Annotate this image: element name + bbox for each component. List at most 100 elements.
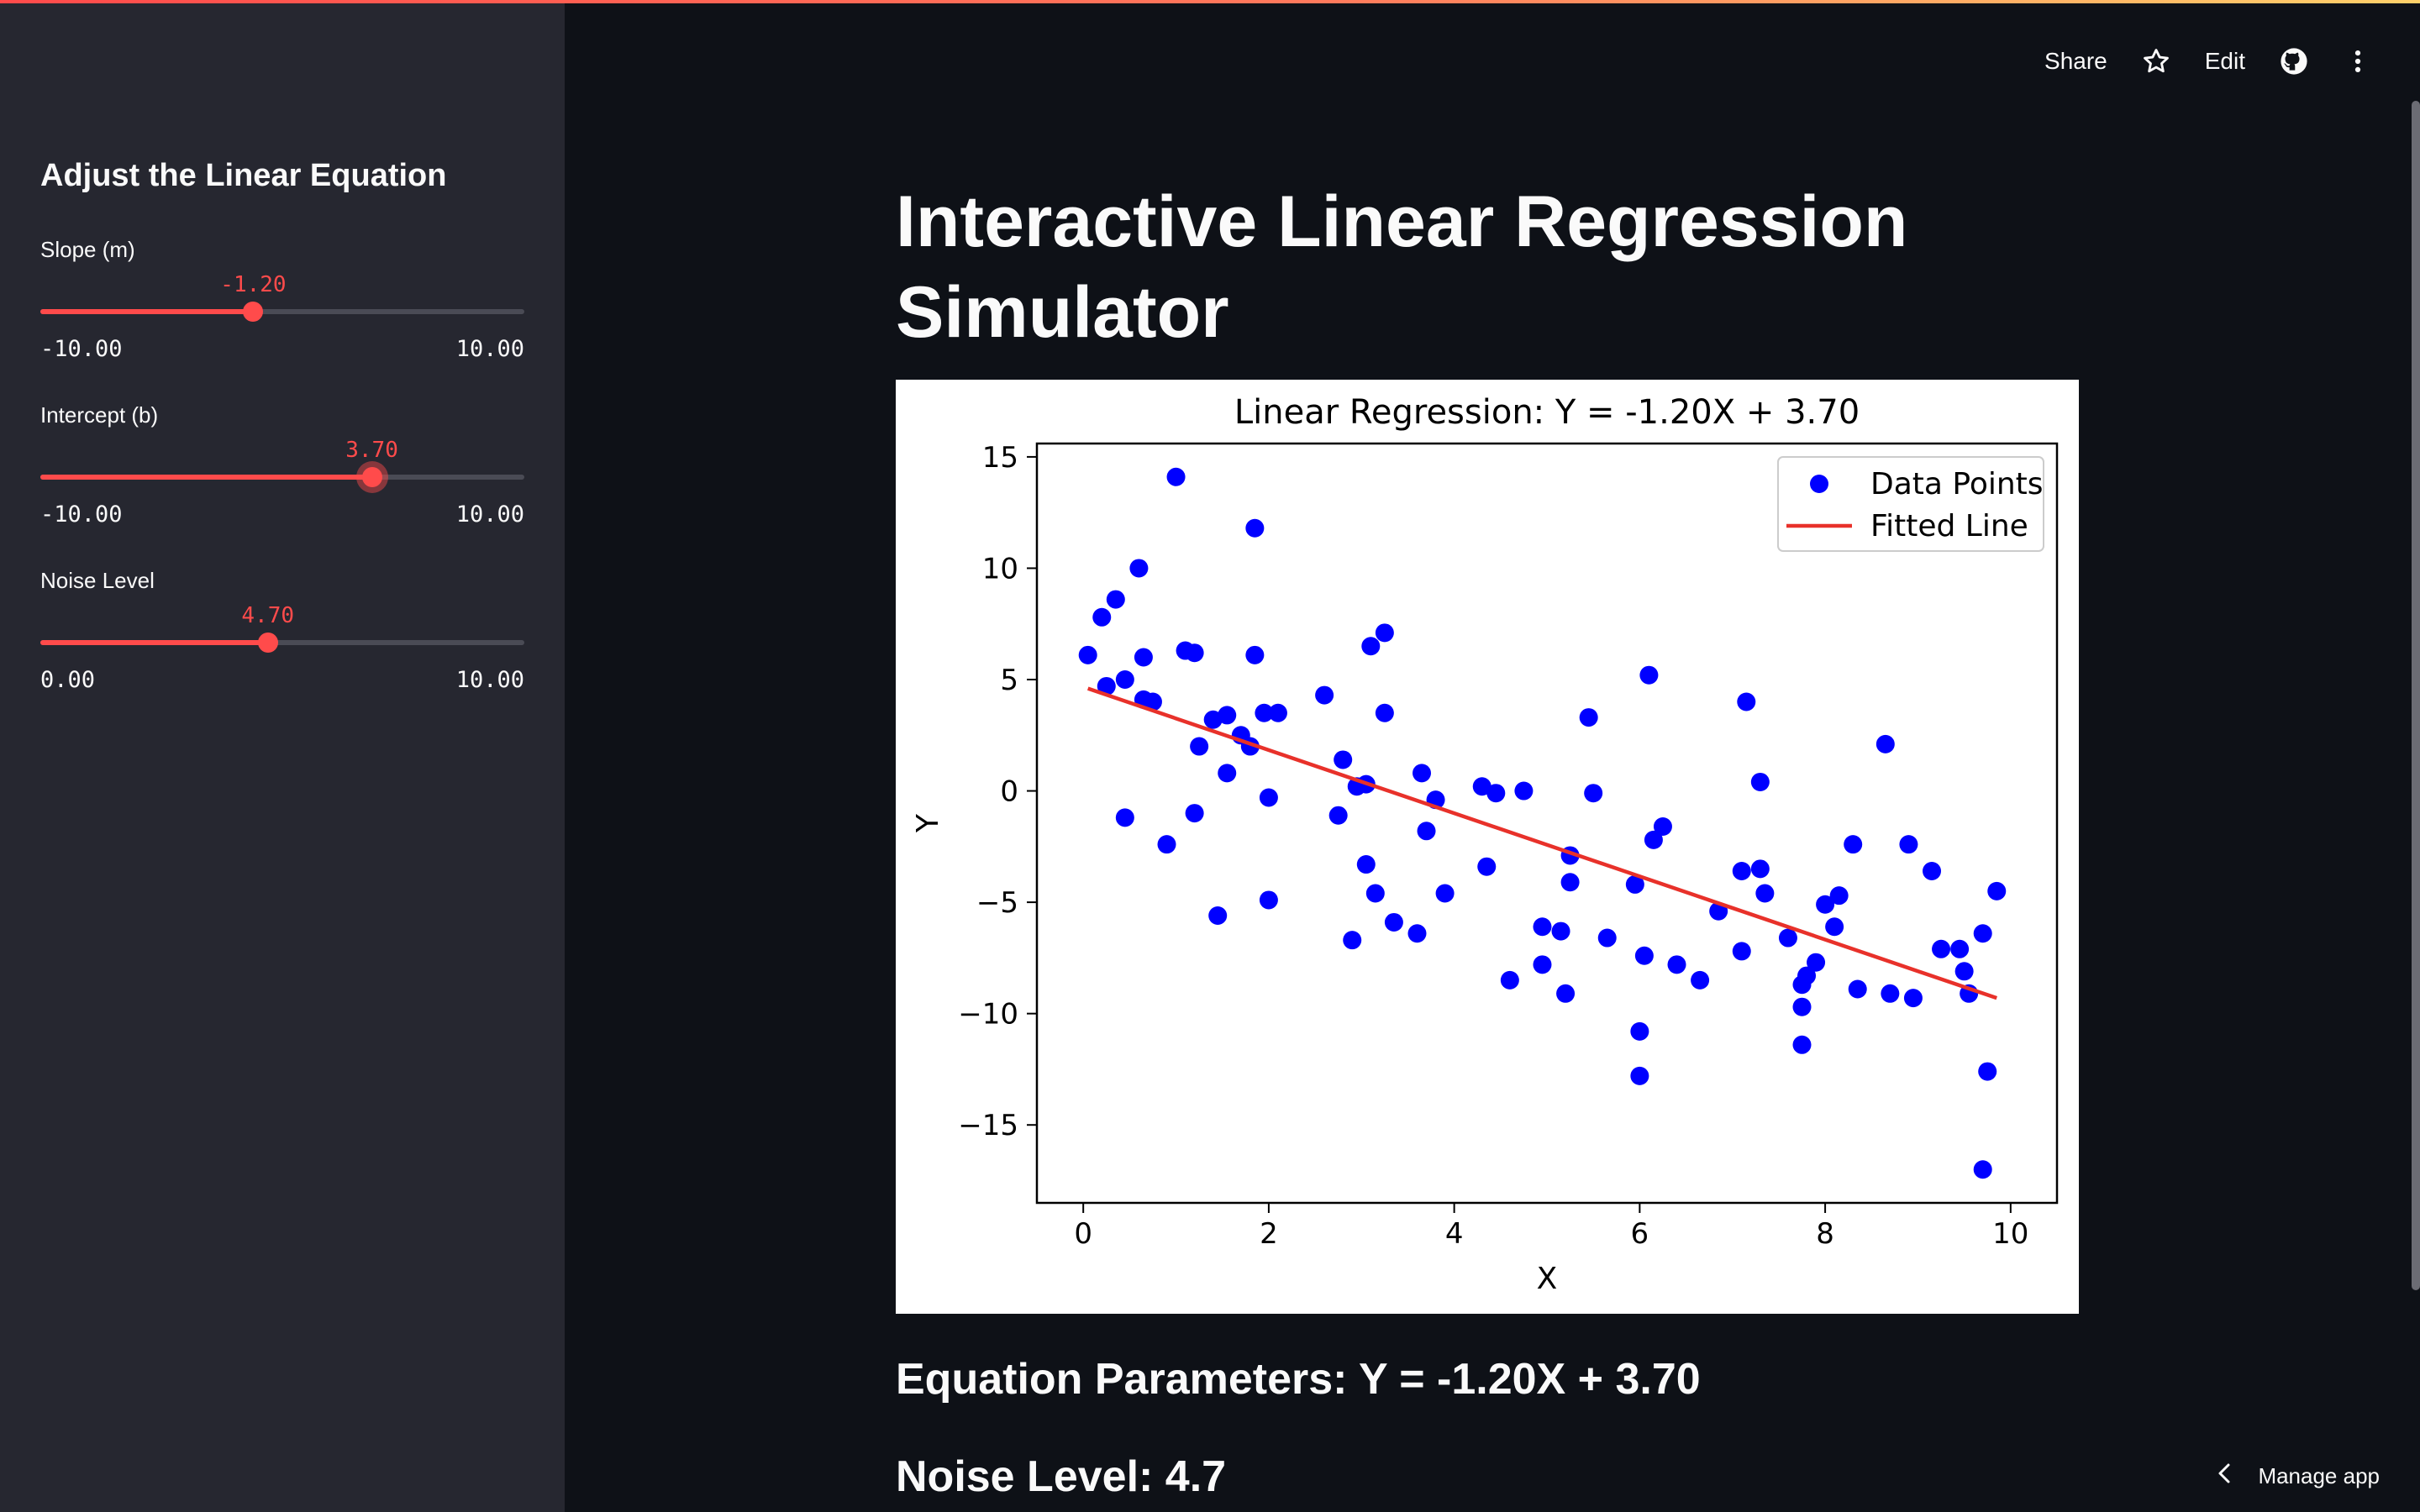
data-point bbox=[1361, 637, 1381, 656]
data-point bbox=[1630, 1066, 1649, 1085]
slider-value: 4.70 bbox=[241, 603, 295, 628]
data-point bbox=[1115, 670, 1134, 690]
slider-track[interactable] bbox=[40, 302, 524, 322]
data-point bbox=[1737, 692, 1756, 711]
data-point bbox=[1533, 917, 1552, 937]
x-tick-label: 4 bbox=[1445, 1217, 1464, 1251]
data-point bbox=[1185, 643, 1204, 663]
data-point bbox=[1245, 645, 1265, 664]
data-point bbox=[1732, 861, 1751, 880]
data-point bbox=[1259, 788, 1278, 807]
regression-chart: Linear Regression: Y = -1.20X + 3.70 0 2 4 6… bbox=[896, 380, 2079, 1314]
intercept-slider[interactable]: Intercept (b) 3.70 -10.00 10.00 bbox=[40, 402, 524, 570]
manage-app-label: Manage app bbox=[2258, 1463, 2380, 1488]
legend-label-fitted-line: Fitted Line bbox=[1870, 509, 2028, 543]
y-tick-label: 0 bbox=[1000, 775, 1018, 809]
slider-max: 10.00 bbox=[455, 336, 524, 362]
data-point bbox=[1143, 692, 1162, 711]
slope-slider[interactable]: Slope (m) -1.20 -10.00 10.00 bbox=[40, 237, 524, 405]
data-point bbox=[1268, 703, 1287, 722]
data-point bbox=[1185, 804, 1204, 823]
slider-fill bbox=[40, 309, 254, 314]
data-point bbox=[1551, 921, 1570, 941]
slider-thumb[interactable] bbox=[361, 467, 382, 487]
chart-svg: Linear Regression: Y = -1.20X + 3.70 0 2 4 6… bbox=[911, 393, 2059, 1296]
slider-label: Noise Level bbox=[40, 568, 155, 593]
data-point bbox=[1630, 1021, 1649, 1041]
page-title-line2: Simulator bbox=[896, 272, 1229, 353]
data-point bbox=[1556, 984, 1576, 1003]
data-point bbox=[1115, 808, 1134, 827]
data-point bbox=[1876, 734, 1895, 753]
slider-fill bbox=[40, 640, 268, 645]
data-point bbox=[1792, 1035, 1812, 1054]
data-point bbox=[1639, 665, 1659, 685]
slider-label: Intercept (b) bbox=[40, 402, 159, 428]
x-axis-label: X bbox=[1537, 1262, 1558, 1296]
github-icon[interactable] bbox=[2279, 46, 2309, 76]
data-point bbox=[1848, 979, 1867, 999]
data-point bbox=[1078, 645, 1097, 664]
slider-fill bbox=[40, 475, 372, 480]
data-point bbox=[1384, 912, 1403, 932]
slider-track[interactable] bbox=[40, 633, 524, 653]
data-point bbox=[1579, 708, 1598, 727]
slider-max: 10.00 bbox=[455, 667, 524, 693]
data-point bbox=[1356, 855, 1376, 874]
edit-button[interactable]: Edit bbox=[2204, 48, 2245, 74]
data-point bbox=[1778, 928, 1797, 948]
page-title-line1: Interactive Linear Regression bbox=[896, 181, 1908, 262]
data-point bbox=[1343, 931, 1362, 950]
slider-track[interactable] bbox=[40, 467, 524, 487]
data-point bbox=[1899, 835, 1918, 854]
top-accent-bar bbox=[0, 0, 2420, 3]
data-point bbox=[1218, 706, 1237, 725]
data-point bbox=[1634, 946, 1654, 965]
data-point bbox=[1973, 1160, 1992, 1179]
data-point bbox=[1375, 623, 1394, 643]
slider-thumb[interactable] bbox=[243, 302, 264, 322]
y-tick-label: 10 bbox=[982, 552, 1018, 585]
data-point bbox=[1533, 955, 1552, 974]
data-point bbox=[1134, 648, 1153, 667]
data-point bbox=[1653, 816, 1672, 836]
data-point bbox=[1597, 928, 1617, 948]
data-point bbox=[1259, 890, 1278, 910]
data-point bbox=[1954, 962, 1974, 981]
slider-value: 3.70 bbox=[345, 438, 398, 463]
main-scrollbar[interactable] bbox=[2412, 101, 2420, 1290]
data-point bbox=[1407, 924, 1427, 943]
data-point bbox=[1218, 764, 1237, 783]
data-point bbox=[1375, 703, 1394, 722]
data-point bbox=[1755, 884, 1775, 903]
data-point bbox=[1792, 997, 1812, 1016]
data-point bbox=[1797, 966, 1817, 985]
slider-thumb[interactable] bbox=[257, 633, 278, 653]
star-icon[interactable] bbox=[2141, 46, 2171, 76]
equation-parameters-heading: Equation Parameters: Y = -1.20X + 3.70 bbox=[896, 1355, 1701, 1404]
slider-value: -1.20 bbox=[220, 272, 287, 297]
x-tick-label: 0 bbox=[1074, 1217, 1092, 1251]
slider-min: -10.00 bbox=[40, 501, 123, 528]
share-button[interactable]: Share bbox=[2044, 48, 2107, 74]
data-point bbox=[1514, 781, 1534, 801]
data-point bbox=[1923, 861, 1942, 880]
chevron-left-icon bbox=[2216, 1462, 2234, 1490]
data-point bbox=[1413, 764, 1432, 783]
more-vertical-icon[interactable] bbox=[2343, 46, 2373, 76]
data-point bbox=[1203, 710, 1223, 729]
data-point bbox=[1472, 777, 1491, 796]
data-point bbox=[1208, 906, 1228, 926]
data-point bbox=[1881, 984, 1900, 1003]
plot-frame bbox=[1035, 442, 2059, 1205]
data-point bbox=[1825, 917, 1844, 937]
data-point bbox=[1644, 830, 1663, 849]
data-point bbox=[1691, 970, 1710, 990]
data-point bbox=[1157, 835, 1176, 854]
manage-app-button[interactable]: Manage app bbox=[2216, 1462, 2380, 1490]
data-point bbox=[1932, 939, 1951, 958]
x-tick-label: 6 bbox=[1631, 1217, 1649, 1251]
noise-level-slider[interactable]: Noise Level 4.70 0.00 10.00 bbox=[40, 568, 524, 736]
data-point bbox=[1750, 859, 1770, 879]
y-tick-label: −15 bbox=[958, 1109, 1018, 1142]
